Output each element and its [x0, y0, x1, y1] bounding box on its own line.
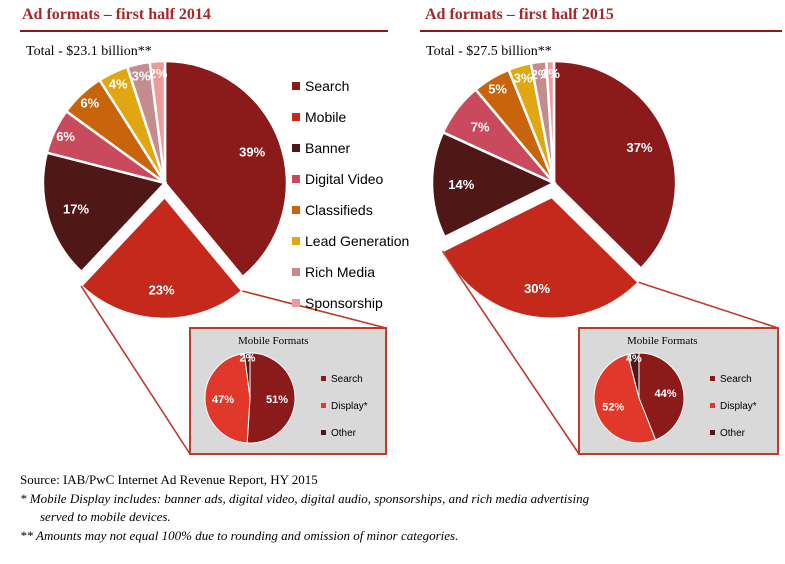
pie-1-label-mobile: 30% [524, 281, 550, 296]
legend-label-mobile: Mobile [305, 108, 347, 125]
legend-item-search: Search [292, 70, 409, 101]
legend-item-banner: Banner [292, 132, 409, 163]
mobile-pie-0-label-display: 47% [212, 394, 234, 406]
mobile-legend-label-search-1: Search [720, 374, 752, 385]
pie-1-label-digital-video: 7% [471, 120, 490, 135]
mobile-inset-title-1: Mobile Formats [627, 335, 698, 347]
mobile-legend-label-other-0: Other [331, 428, 357, 439]
legend-swatch-search [292, 81, 300, 90]
mobile-pie-0-slice-search [246, 352, 296, 444]
legend-swatch-banner [292, 143, 300, 152]
pie-1-label-banner: 14% [448, 177, 474, 192]
pie-1-slice-search [552, 59, 678, 271]
mobile-legend-swatch-other-1 [710, 430, 715, 435]
pie-1-label-rich-media: 2% [531, 67, 550, 82]
mobile-legend-swatch-display-1 [710, 403, 715, 408]
connector-line-b-1 [441, 250, 580, 455]
pie-1-slice-banner [430, 130, 557, 239]
pie-1-label-sponsorship: 1% [541, 66, 560, 81]
mobile-legend-label-display-0: Display* [331, 401, 368, 412]
legend-label-rich-media: Rich Media [305, 263, 376, 280]
chart-title-2014: Ad formats – first half 2014 [22, 6, 211, 23]
connector-line-a-1 [638, 281, 779, 329]
mobile-pie-1-slice-search [638, 352, 685, 441]
mobile-legend-swatch-search-1 [710, 376, 715, 381]
legend-swatch-classifieds [292, 205, 300, 214]
legend: Search Mobile Banner Digital Video Classifie… [292, 70, 409, 318]
legend-swatch-digital-video [292, 174, 300, 183]
legend-swatch-mobile [292, 112, 300, 121]
legend-label-search: Search [305, 77, 350, 94]
pie-1-label-lead-generation: 3% [514, 70, 533, 85]
mobile-pie-1-slice-display [593, 353, 657, 444]
mobile-pie-1-label-search: 44% [654, 388, 676, 400]
footnote-mobile-display: * Mobile Display includes: banner ads, d… [20, 491, 590, 506]
connector-line-a-0 [242, 290, 387, 329]
pie-0-label-classifieds: 6% [80, 96, 99, 111]
pie-0-label-banner: 17% [63, 202, 89, 217]
mobile-pie-1-slice-other [627, 352, 640, 399]
pie-0-slice-banner [41, 151, 168, 274]
legend-item-rich-media: Rich Media [292, 256, 409, 287]
legend-label-banner: Banner [305, 139, 351, 156]
footnote-rounding: ** Amounts may not equal 100% due to rou… [20, 528, 459, 543]
mobile-pie-0-label-other: 2% [240, 353, 256, 365]
mobile-legend-swatch-display-0 [321, 403, 326, 408]
chart-total-2015: Total - $27.5 billion** [426, 44, 552, 59]
mobile-pie-1-label-other: 4% [626, 353, 642, 365]
mobile-pie-0-slice-display [204, 352, 251, 444]
legend-swatch-sponsorship [292, 298, 300, 307]
legend-label-digital-video: Digital Video [305, 170, 384, 187]
mobile-pie-0-label-search: 51% [266, 394, 288, 406]
source-note: Source: IAB/PwC Internet Ad Revenue Repo… [20, 472, 318, 487]
mobile-legend-swatch-other-0 [321, 430, 326, 435]
legend-label-sponsorship: Sponsorship [305, 294, 383, 311]
pie-0-label-rich-media: 3% [132, 69, 151, 84]
legend-swatch-rich-media [292, 267, 300, 276]
pie-1-label-search: 37% [626, 140, 652, 155]
mobile-legend-label-display-1: Display* [720, 401, 757, 412]
mobile-pie-1-label-display: 52% [602, 401, 624, 413]
legend-label-lead-generation: Lead Generation [305, 232, 410, 249]
pie-0-label-search: 39% [239, 144, 265, 159]
legend-item-digital-video: Digital Video [292, 163, 409, 194]
connector-line-b-0 [80, 285, 191, 455]
pie-0-slice-mobile [79, 195, 245, 321]
legend-label-classifieds: Classifieds [305, 201, 373, 218]
legend-item-mobile: Mobile [292, 101, 409, 132]
pie-1-slice-sponsorship [544, 59, 556, 184]
pie-1-label-classifieds: 5% [488, 82, 507, 97]
legend-swatch-lead-generation [292, 236, 300, 245]
pie-0-slice-sponsorship [148, 59, 167, 184]
legend-item-lead-generation: Lead Generation [292, 225, 409, 256]
mobile-pie-0-slice-other [243, 352, 251, 399]
pie-0-label-sponsorship: 2% [149, 66, 168, 81]
title-rule-2014 [20, 30, 388, 32]
legend-item-sponsorship: Sponsorship [292, 287, 409, 318]
chart-total-2014: Total - $23.1 billion** [26, 44, 152, 59]
pie-0-label-lead-generation: 4% [109, 76, 128, 91]
mobile-legend-swatch-search-0 [321, 376, 326, 381]
title-rule-2015 [420, 30, 782, 32]
pie-0-label-mobile: 23% [149, 282, 175, 297]
footnote-mobile-display-cont: served to mobile devices. [40, 509, 171, 524]
mobile-inset-title-0: Mobile Formats [238, 335, 309, 347]
pie-0-label-digital-video: 6% [56, 129, 75, 144]
legend-item-classifieds: Classifieds [292, 194, 409, 225]
chart-title-2015: Ad formats – first half 2015 [425, 6, 614, 23]
pie-0-slice-search [163, 59, 289, 279]
mobile-legend-label-search-0: Search [331, 374, 363, 385]
mobile-legend-label-other-1: Other [720, 428, 746, 439]
